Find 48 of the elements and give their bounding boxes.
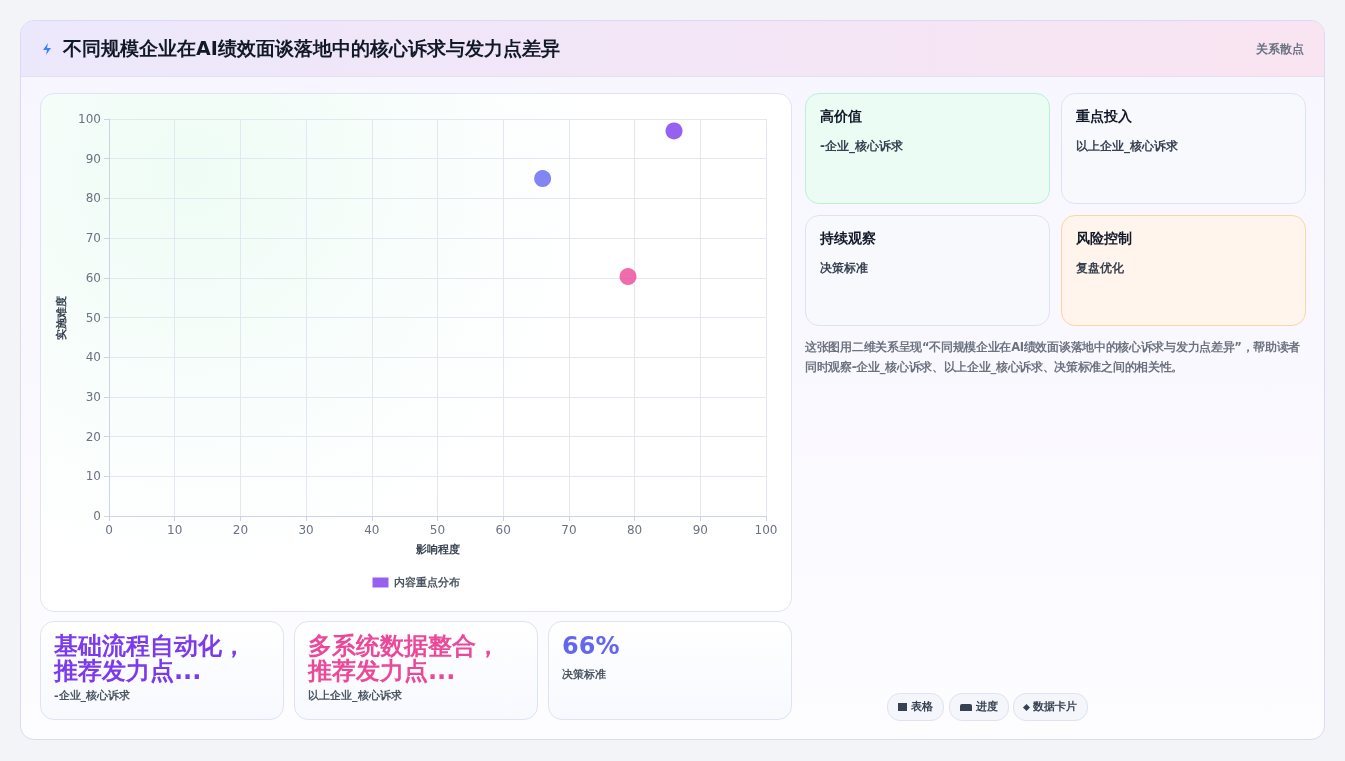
x-tick-label: 70	[561, 523, 577, 537]
x-tick-label: 80	[626, 523, 643, 537]
y-tick-label: 70	[85, 231, 101, 246]
text: 复盘优化	[1076, 260, 1125, 277]
point	[665, 122, 683, 140]
text: 决策标准	[820, 260, 869, 277]
point	[534, 170, 552, 188]
chart-title: 不同规模企业在AI绩效面谈落地中的核心诉求与发力点差异	[63, 36, 560, 61]
y-tick-label: 100	[78, 112, 101, 126]
legend-label: 内容重点分布	[393, 576, 460, 589]
text: 66%	[562, 632, 621, 660]
text: 数据卡片	[1033, 700, 1077, 713]
x-tick-label: 30	[298, 523, 314, 537]
y-tick-label: 80	[85, 191, 101, 206]
x-tick-label: 10	[167, 523, 183, 537]
y-tick-label: 20	[85, 429, 101, 444]
text: 持续观察	[820, 230, 877, 248]
text: 多系统数据整合，推荐发力点...	[308, 632, 501, 685]
text: -企业_核心诉求	[54, 688, 132, 703]
x-axis-title: 影响程度	[414, 543, 460, 556]
y-tick-label: 50	[85, 310, 101, 325]
y-axis-title: 实施难度	[55, 295, 69, 340]
y-tick-label: 90	[85, 151, 101, 166]
y-tick-label: 0	[93, 509, 101, 523]
text: -企业_核心诉求	[820, 138, 904, 155]
text: 表格	[911, 700, 933, 713]
x-tick-label: 0	[105, 523, 113, 537]
y-tick-label: 60	[85, 270, 101, 285]
text: 风险控制	[1076, 230, 1133, 248]
x-tick-label: 20	[232, 523, 249, 537]
text: 进度	[976, 700, 998, 713]
text: 高价值	[820, 108, 863, 126]
point	[619, 268, 637, 286]
text: 关系散点	[1256, 41, 1304, 58]
text: 这张图用二维关系呈现“不同规模企业在AI绩效面谈落地中的核心诉求与发力点差异”，帮助读者同时观察-企业_核心诉求、以上企业_核心诉求、决策标准之间的相关性。	[805, 339, 1302, 377]
x-tick-label: 40	[364, 523, 380, 537]
text: 基础流程自动化，推荐发力点...	[54, 632, 247, 685]
text: 以上企业_核心诉求	[308, 688, 403, 703]
y-tick-label: 40	[85, 350, 101, 365]
x-tick-label: 60	[495, 523, 511, 537]
text: 决策标准	[562, 667, 607, 682]
x-tick-label: 50	[429, 523, 446, 537]
text: 以上企业_核心诉求	[1076, 138, 1179, 155]
text: 重点投入	[1076, 108, 1133, 126]
x-tick-label: 90	[692, 523, 708, 537]
y-tick-label: 10	[85, 469, 101, 484]
x-tick-label: 100	[754, 523, 778, 537]
y-tick-label: 30	[85, 389, 101, 404]
